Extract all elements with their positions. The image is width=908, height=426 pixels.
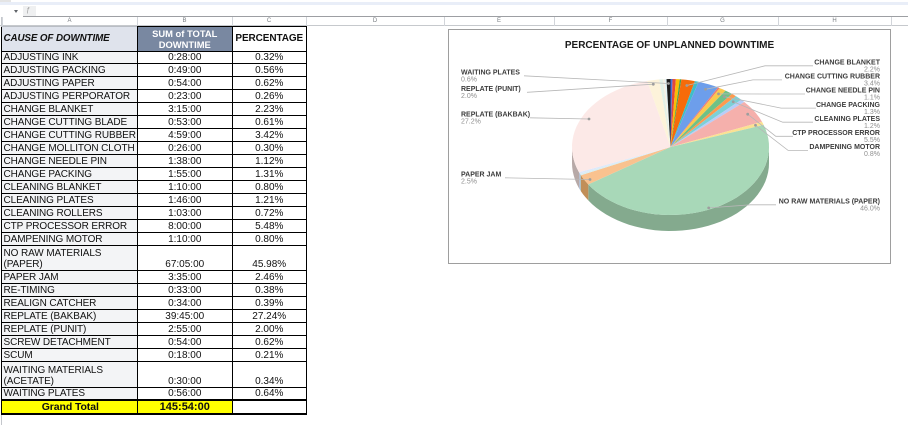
svg-text:2.0%: 2.0% [461, 93, 477, 100]
svg-text:DAMPENING MOTOR: DAMPENING MOTOR [809, 144, 880, 151]
svg-text:WAITING PLATES: WAITING PLATES [461, 70, 520, 77]
svg-text:REPLATE (BAKBAK): REPLATE (BAKBAK) [461, 112, 530, 119]
svg-text:1.3%: 1.3% [864, 109, 880, 116]
svg-text:3.4%: 3.4% [864, 81, 880, 88]
svg-text:CHANGE CUTTING RUBBER: CHANGE CUTTING RUBBER [785, 74, 880, 81]
svg-text:PAPER JAM: PAPER JAM [461, 172, 501, 179]
svg-text:CLEANING PLATES: CLEANING PLATES [814, 116, 880, 123]
svg-text:46.0%: 46.0% [860, 206, 880, 213]
svg-text:CHANGE PACKING: CHANGE PACKING [816, 102, 881, 109]
svg-text:REPLATE (PUNIT): REPLATE (PUNIT) [461, 86, 521, 93]
svg-text:27.2%: 27.2% [461, 119, 481, 126]
svg-text:CHANGE BLANKET: CHANGE BLANKET [814, 60, 880, 67]
svg-text:NO RAW MATERIALS (PAPER): NO RAW MATERIALS (PAPER) [779, 199, 880, 206]
svg-text:CHANGE NEEDLE PIN: CHANGE NEEDLE PIN [806, 88, 880, 95]
svg-text:5.5%: 5.5% [864, 137, 880, 144]
svg-text:1.1%: 1.1% [864, 95, 880, 102]
svg-text:2.2%: 2.2% [864, 67, 880, 74]
svg-text:CTP PROCESSOR ERROR: CTP PROCESSOR ERROR [792, 130, 880, 137]
svg-text:PERCENTAGE OF UNPLANNED DOWNTI: PERCENTAGE OF UNPLANNED DOWNTIME [565, 40, 775, 51]
svg-text:2.5%: 2.5% [461, 179, 477, 186]
svg-text:1.2%: 1.2% [864, 123, 880, 130]
svg-text:0.8%: 0.8% [864, 151, 880, 158]
svg-text:0.6%: 0.6% [461, 77, 477, 84]
